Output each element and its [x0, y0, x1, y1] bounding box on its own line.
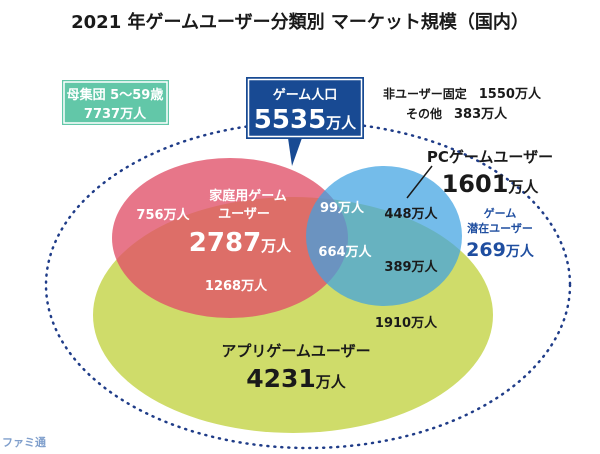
population-label: 母集団 5〜59歳 [67, 87, 164, 103]
segment-pc-app: 389万人 [384, 259, 438, 275]
population-box [62, 80, 169, 125]
segment-home-pc: 99万人 [320, 200, 365, 216]
non-user-fixed: 非ユーザー固定 1550万人 [383, 86, 542, 102]
pc-users-value: 1601万人 [442, 170, 540, 198]
home-users-label-1: 家庭用ゲーム [209, 188, 287, 204]
game-population-callout [246, 77, 364, 139]
home-users-label-2: ユーザー [218, 207, 270, 222]
non-user-other: その他 383万人 [406, 106, 508, 122]
segment-home-app: 1268万人 [205, 278, 268, 294]
home-users-value: 2787万人 [189, 228, 292, 258]
segment-app-only: 1910万人 [375, 315, 438, 331]
latent-users-label-1: ゲーム [484, 206, 517, 220]
app-users-label: アプリゲームユーザー [221, 342, 370, 360]
page-title: 2021 年ゲームユーザー分類別 マーケット規模（国内） [71, 11, 529, 33]
segment-pc-only: 448万人 [384, 206, 438, 222]
segment-home-only: 756万人 [136, 207, 190, 223]
watermark-logo: ファミ通 [2, 436, 46, 449]
callout-pointer [288, 138, 302, 166]
home-users-ellipse [112, 158, 348, 318]
pc-leader-line [406, 165, 433, 199]
pc-users-label: PCゲームユーザー [427, 148, 553, 166]
latent-users-value: 269万人 [466, 239, 535, 261]
game-population-label: ゲーム人口 [273, 87, 338, 103]
game-population-callout-border [247, 78, 363, 138]
latent-users-label-2: 潜在ユーザー [467, 221, 533, 235]
pc-users-circle [306, 166, 462, 306]
population-box-border [63, 81, 168, 124]
segment-all-three: 664万人 [318, 244, 372, 260]
population-value: 7737万人 [84, 106, 147, 122]
app-users-value: 4231万人 [246, 364, 347, 393]
game-population-value: 5535万人 [254, 105, 357, 135]
